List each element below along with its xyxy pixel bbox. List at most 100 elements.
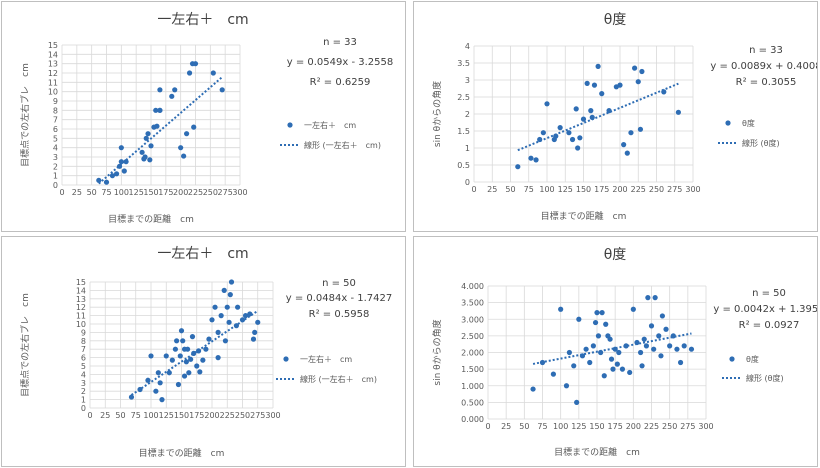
x-tick-label: 125 [159,411,174,420]
y-tick-label: 8 [53,106,58,115]
y-tick-label: 3 [53,153,58,162]
x-tick-label: 150 [143,188,158,197]
y-tick-label: 13 [76,295,86,304]
data-point [533,157,539,163]
data-point [155,370,161,376]
y-tick-label: 11 [76,312,86,321]
y-tick-label: 10 [48,88,58,97]
data-point [206,336,212,342]
data-point [209,317,215,323]
chart-title: 一左右＋ cm [157,246,248,262]
data-point [575,145,581,151]
regression-stat: y = 0.0484x - 1.7427 [286,293,393,304]
regression-stat: y = 0.0549x - 3.2558 [287,57,394,68]
trendline [98,76,223,185]
y-tick-label: 0.500 [461,398,484,407]
x-tick-label: 175 [608,422,623,431]
data-point [210,70,216,76]
data-point [178,328,185,334]
data-point [227,292,233,298]
data-point [573,106,579,112]
y-tick-label: 5 [81,362,86,371]
data-point [632,65,638,71]
data-point [624,150,630,156]
data-point [595,63,601,69]
x-tick-label: 50 [505,185,515,194]
x-tick-label: 250 [235,411,250,420]
data-point [96,177,102,183]
x-tick-label: 125 [558,185,573,194]
data-point [116,163,123,169]
data-point [539,359,546,366]
data-point [688,346,695,352]
data-point [651,346,657,352]
data-point [148,143,154,149]
data-point [169,357,175,363]
y-tick-label: 14 [48,50,58,59]
data-point [557,125,563,131]
data-point [550,371,556,377]
x-tick-label: 25 [72,188,82,197]
data-point [589,114,595,120]
data-point [191,124,197,130]
data-point [540,130,546,136]
data-point [233,323,239,329]
data-point [242,313,249,319]
data-point [576,316,582,322]
y-tick-label: 11 [48,78,58,87]
data-point [528,155,534,161]
x-tick-label: 225 [644,422,659,431]
data-point [143,135,149,141]
data-point [250,336,257,342]
data-point [226,319,232,325]
data-point [157,380,163,386]
y-tick-label: 7 [81,345,86,354]
data-point [239,317,246,323]
data-point [630,306,636,312]
data-point [553,133,559,139]
x-tick-label: 225 [631,185,646,194]
y-tick-label: 9 [53,97,58,106]
data-point [255,319,261,325]
data-point [658,353,664,359]
data-point [577,135,583,141]
data-point [186,70,193,76]
y-tick-label: 2 [53,162,58,171]
y-tick-label: 4.000 [461,282,484,291]
data-point [619,366,626,372]
data-point [639,68,645,75]
x-tick-label: 0 [87,411,92,420]
legend-label-points: θ度 [746,354,759,364]
y-tick-label: 0 [465,178,470,187]
scatter-chart-2: θ度 0 25 50 75 100 125 150 175 200 225 250 275 300 0 0.5… [431,12,817,222]
data-point [189,334,196,340]
y-tick-label: 2 [465,110,470,119]
data-point [247,311,253,317]
data-point [153,388,159,394]
data-point [598,349,604,356]
data-point [614,361,620,367]
x-tick-label: 50 [519,422,529,431]
chart-panel-4: θ度 0 25 50 75 100 125 150 175 200 225 250 275 300 0.00… [413,236,818,467]
data-point [191,350,197,356]
data-point [186,370,192,376]
x-tick-label: 100 [553,422,568,431]
trendline [517,82,679,152]
data-point [145,131,151,137]
data-point [608,356,615,362]
data-point [219,87,225,93]
y-tick-label: 4 [53,144,58,153]
x-tick-label: 75 [131,411,141,420]
data-point [113,171,120,177]
x-tick-label: 225 [220,411,235,420]
y-tick-label: 12 [76,303,86,312]
chart-title: 一左右＋ cm [157,12,248,28]
legend-label-points: 一左右＋ cm [300,354,352,364]
y-tick-label: 4 [465,42,470,51]
data-point [103,179,110,185]
data-point [118,159,124,165]
data-point [601,373,607,379]
data-point [172,346,178,352]
data-point [652,295,658,301]
data-point [645,295,651,301]
